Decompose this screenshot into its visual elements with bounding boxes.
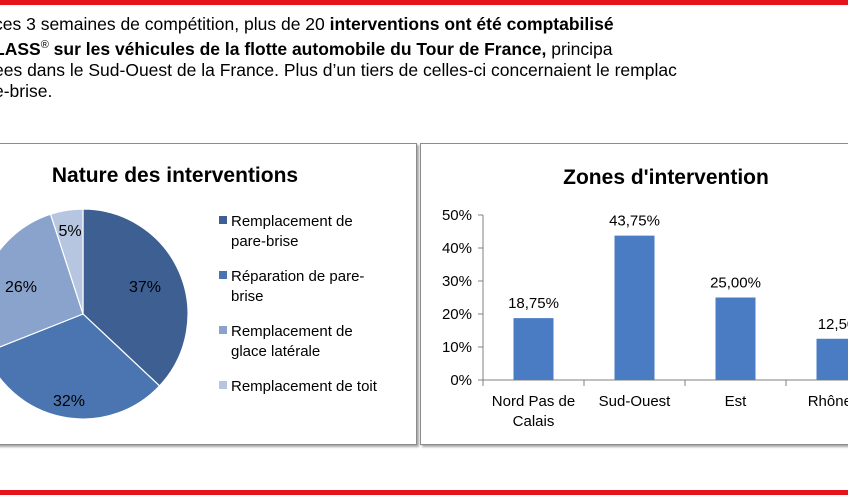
legend-swatch bbox=[219, 381, 227, 389]
bar-nord-pas-de-calais bbox=[513, 318, 554, 380]
legend-entry: glace latérale bbox=[231, 343, 320, 360]
y-tick-label: 0% bbox=[450, 372, 472, 389]
y-tick-label: 20% bbox=[442, 306, 472, 323]
legend-entry: Remplacement de bbox=[231, 323, 353, 340]
x-category-label: Calais bbox=[513, 413, 555, 430]
pie-data-label: 37% bbox=[129, 279, 161, 296]
paragraph-line-1: ces 3 semaines de compétition, plus de 2… bbox=[0, 14, 848, 35]
bottom-red-border bbox=[0, 490, 848, 495]
bar-sud-ouest bbox=[614, 235, 655, 380]
x-category-label: Rhône A bbox=[808, 393, 848, 410]
bar-data-label: 43,75% bbox=[609, 213, 660, 230]
bar-data-label: 18,75% bbox=[508, 295, 559, 312]
x-category-label: Sud-Ouest bbox=[599, 393, 672, 410]
legend-entry: Réparation de pare- bbox=[231, 268, 364, 285]
top-red-border bbox=[0, 0, 848, 5]
paragraph-line-4: e-brise. bbox=[0, 80, 53, 101]
y-tick-label: 30% bbox=[442, 273, 472, 290]
bar-data-label: 25,00% bbox=[710, 275, 761, 292]
legend-entry: pare-brise bbox=[231, 233, 299, 250]
pie-slice-remplacement-de-pare-brise bbox=[82, 208, 189, 387]
legend-entry: brise bbox=[231, 288, 264, 305]
registered-mark: ® bbox=[40, 39, 49, 51]
legend-swatch bbox=[219, 216, 227, 224]
y-tick-label: 10% bbox=[442, 339, 472, 356]
legend-entry: Remplacement de bbox=[231, 213, 353, 230]
bold-run: interventions ont été comptabilisé bbox=[329, 14, 614, 34]
bar-data-label: 12,50 bbox=[818, 316, 848, 333]
text-run: principa bbox=[546, 38, 613, 59]
legend-swatch bbox=[219, 271, 227, 279]
bold-run: sur les véhicules de la flotte automobil… bbox=[48, 38, 547, 59]
pie-data-label: 32% bbox=[53, 393, 85, 410]
pie-slice-remplacement-de-glace-lat-rale bbox=[0, 213, 84, 348]
document-paragraph: ces 3 semaines de compétition, plus de 2… bbox=[0, 14, 848, 102]
pie-chart-panel: Nature des interventions 37% 32% 26% 5% Rem… bbox=[0, 143, 417, 445]
bar-chart: Zones d'intervention 0% 10% 20% 30% 40% 50% 1… bbox=[442, 166, 848, 430]
pie-data-label: 26% bbox=[5, 279, 37, 296]
pie-slice-r-paration-de-pare-brise bbox=[0, 313, 161, 420]
pie-chart: Nature des interventions 37% 32% 26% 5% Rem… bbox=[0, 164, 378, 420]
y-tick-label: 50% bbox=[442, 207, 472, 224]
paragraph-line-2: LASS® sur les véhicules de la flotte aut… bbox=[0, 35, 848, 60]
bar-chart-title: Zones d'intervention bbox=[563, 166, 769, 189]
x-category-label: Nord Pas de bbox=[492, 393, 575, 410]
bar-chart-panel: Zones d'intervention 0% 10% 20% 30% 40% 50% 1… bbox=[420, 143, 848, 445]
bold-run: LASS bbox=[0, 38, 41, 59]
bar-est bbox=[715, 297, 756, 380]
pie-chart-title: Nature des interventions bbox=[52, 164, 298, 187]
pie-slice-remplacement-de-toit bbox=[49, 208, 84, 315]
bar-rhone-alpes bbox=[816, 338, 848, 380]
x-category-label: Est bbox=[725, 393, 748, 410]
text-run: ces 3 semaines de compétition, plus de 2… bbox=[0, 14, 330, 34]
y-tick-label: 40% bbox=[442, 240, 472, 257]
legend-entry: Remplacement de toit bbox=[231, 378, 378, 395]
paragraph-line-3: ees dans le Sud-Ouest de la France. Plus… bbox=[0, 59, 677, 80]
pie-data-label: 5% bbox=[58, 223, 81, 240]
legend-swatch bbox=[219, 326, 227, 334]
